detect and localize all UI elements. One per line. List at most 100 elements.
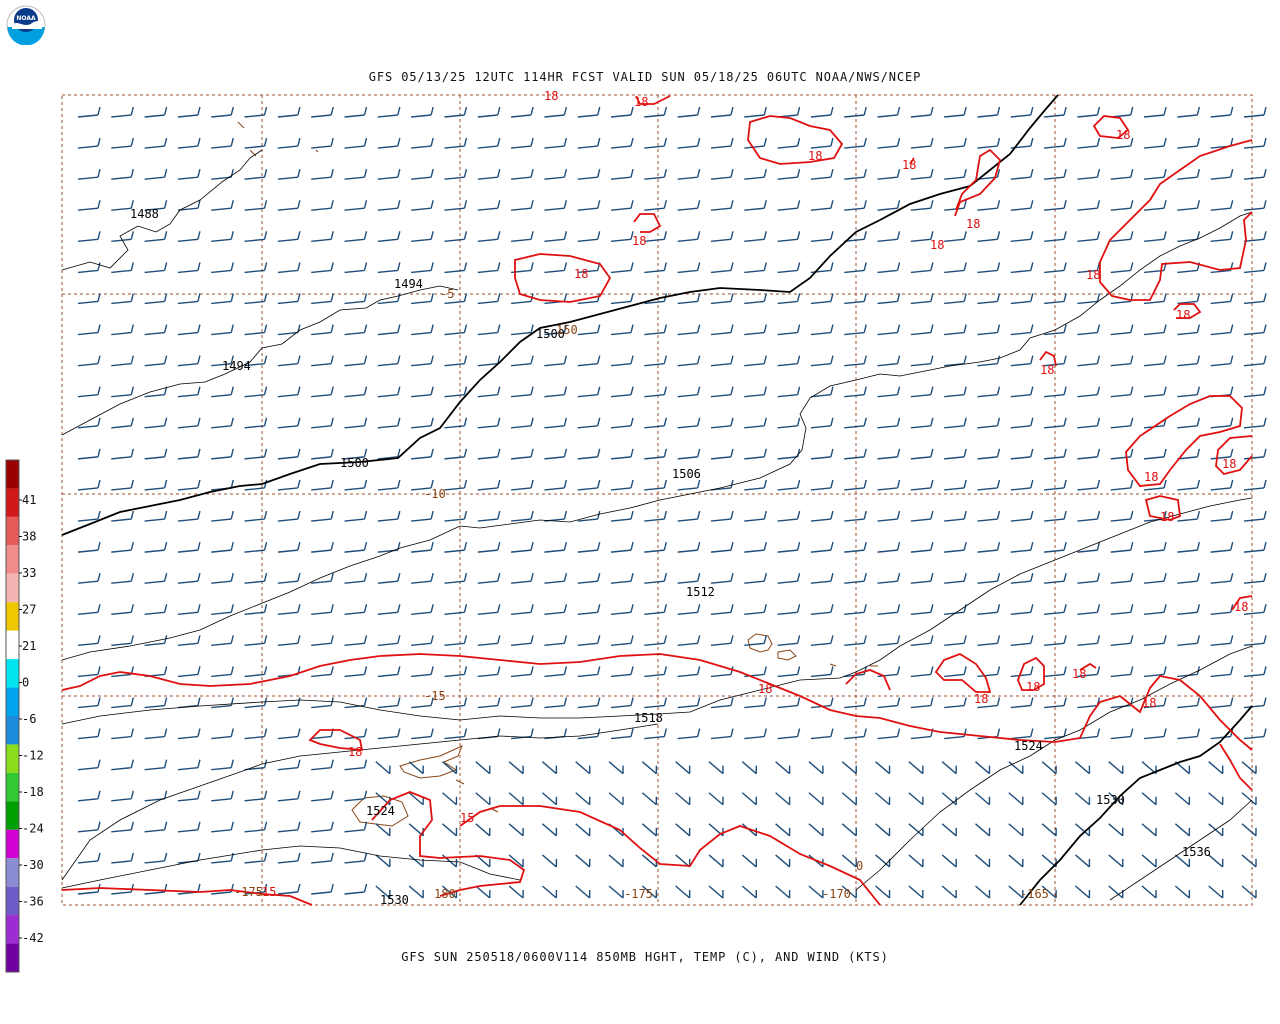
wind-barb	[511, 728, 534, 740]
wind-barb	[144, 137, 168, 149]
wind-barb	[841, 854, 857, 868]
wind-barb	[211, 821, 234, 833]
wind-barb	[841, 823, 857, 837]
wind-barb	[344, 759, 368, 771]
wind-barb	[411, 200, 434, 211]
wind-barb	[1110, 417, 1134, 429]
wind-barb	[908, 854, 924, 868]
wind-barb	[1010, 324, 1034, 336]
wind-barb	[710, 137, 734, 149]
wind-barb	[977, 448, 1001, 460]
wind-barb	[311, 635, 334, 647]
wind-barb	[144, 417, 168, 429]
wind-barb	[144, 106, 168, 118]
wind-barb	[477, 355, 501, 367]
wind-barb	[1074, 885, 1091, 899]
wind-barb	[144, 852, 168, 864]
wind-barb	[1210, 635, 1234, 647]
wind-barb	[775, 885, 791, 899]
wind-barb	[411, 541, 434, 553]
colorbar-label: -42	[22, 931, 44, 945]
wind-barb	[111, 541, 134, 553]
wind-barb	[577, 168, 601, 180]
wind-barb	[111, 604, 134, 615]
wind-barb	[910, 231, 934, 243]
wind-barb	[475, 792, 491, 806]
wind-barb	[144, 448, 168, 460]
wind-barb	[610, 448, 634, 460]
wind-barb	[910, 541, 934, 553]
colorbar-swatch	[6, 801, 19, 830]
wind-barb	[710, 355, 734, 367]
wind-barb	[377, 137, 401, 149]
wind-barb	[1143, 200, 1167, 211]
wind-barb	[644, 510, 668, 522]
wind-barb	[344, 790, 368, 802]
colorbar-swatch	[6, 687, 19, 716]
wind-barb	[877, 697, 901, 709]
wind-barb	[1243, 168, 1267, 180]
wind-barb	[1110, 386, 1134, 398]
wind-barb	[877, 479, 901, 491]
wind-barb	[277, 231, 301, 243]
wind-barb	[544, 417, 568, 429]
wind-barb	[1077, 231, 1101, 243]
lat-lon-grid	[61, 94, 1253, 906]
wind-barb	[977, 573, 1001, 584]
wind-barb	[477, 137, 501, 149]
wind-barb	[1177, 510, 1201, 522]
wind-barb	[644, 200, 668, 211]
wind-barb	[744, 293, 767, 305]
wind-barb	[177, 168, 201, 180]
wind-barb	[944, 168, 967, 180]
wind-barb	[975, 885, 991, 899]
wind-barb	[344, 541, 368, 553]
wind-barb	[77, 168, 101, 180]
height-label: 1524	[1014, 739, 1043, 753]
wind-barb	[1077, 355, 1101, 367]
wind-barb	[1141, 792, 1157, 806]
wind-barb	[841, 792, 857, 806]
wind-barb	[211, 573, 234, 584]
wind-barb	[708, 761, 724, 775]
wind-barb	[211, 604, 234, 615]
wind-barb	[477, 106, 501, 118]
wind-barb	[344, 852, 368, 864]
wind-barb	[910, 386, 934, 398]
wind-barb	[1143, 635, 1167, 647]
colorbar-swatch	[6, 943, 19, 972]
wind-barb	[541, 823, 558, 837]
wind-barb	[177, 137, 201, 149]
wind-barb	[1010, 728, 1034, 740]
wind-barb	[877, 293, 901, 305]
wind-barb	[808, 792, 824, 806]
wind-barb	[644, 635, 668, 647]
wind-barb	[744, 666, 767, 678]
wind-barb	[777, 417, 801, 429]
wind-barb	[1210, 604, 1234, 615]
wind-barb	[211, 852, 234, 864]
wind-barb	[544, 479, 568, 491]
colorbar-swatch	[6, 659, 19, 688]
wind-barb	[610, 417, 634, 429]
wind-barb	[1108, 823, 1124, 837]
wind-barb	[777, 324, 801, 336]
coastline-islands-west	[351, 745, 499, 827]
wind-barb	[1143, 231, 1167, 243]
wind-barb	[575, 854, 591, 868]
wind-barb	[277, 728, 301, 740]
colorbar-label: -6	[22, 712, 36, 726]
wind-barb	[677, 324, 701, 336]
wind-barb	[311, 417, 334, 429]
wind-barb	[744, 200, 767, 211]
wind-barb	[975, 854, 991, 868]
wind-barb	[211, 293, 234, 305]
wind-barb	[1044, 355, 1067, 367]
wind-barb	[411, 728, 434, 740]
wind-barb	[844, 200, 867, 211]
wind-barb	[908, 761, 924, 775]
wind-barb	[508, 761, 524, 775]
wind-barb	[375, 761, 391, 775]
wind-barb	[1044, 168, 1067, 180]
wind-barb	[177, 573, 201, 584]
